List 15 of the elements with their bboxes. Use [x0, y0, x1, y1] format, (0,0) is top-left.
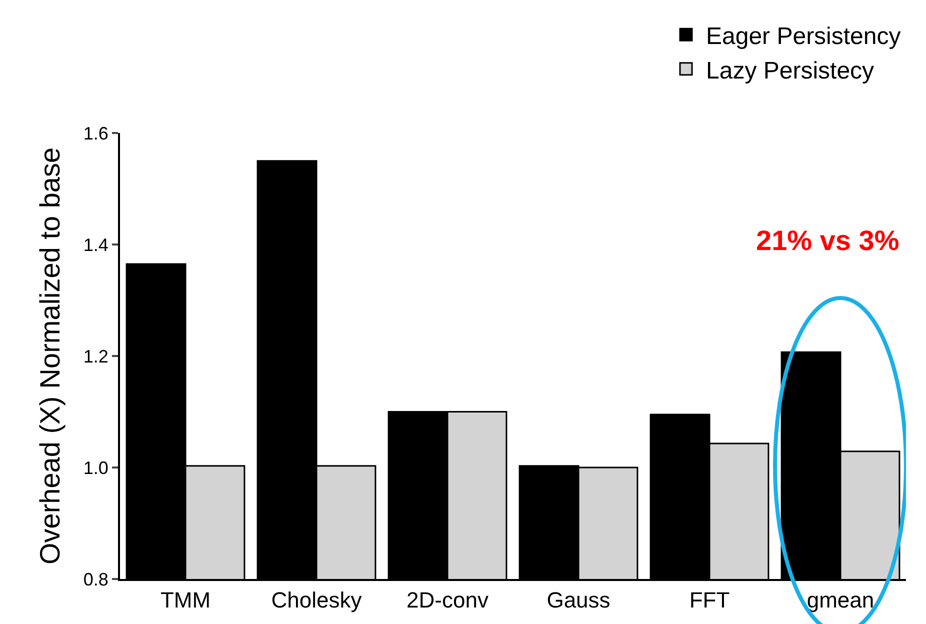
- legend-label: Eager Persistency: [706, 23, 901, 50]
- y-tick-label: 1.4: [83, 234, 108, 255]
- y-tick-label: 1.0: [83, 458, 108, 478]
- x-tick-label: 2D-conv: [406, 587, 488, 612]
- x-tick-label: gmean: [806, 587, 874, 612]
- y-tick-label: 1.6: [83, 123, 108, 144]
- legend-label: Lazy Persistecy: [706, 57, 874, 84]
- y-tick-label: 0.8: [83, 569, 108, 590]
- x-tick-label: Cholesky: [271, 587, 362, 612]
- x-tick-label: Gauss: [546, 587, 610, 612]
- annotation: 21% vs 3%: [756, 225, 900, 256]
- x-tick-label: TMM: [160, 587, 211, 612]
- x-tick-label: FFT: [689, 587, 730, 612]
- y-axis-title: Overhead (X) Normalized to base: [34, 147, 66, 565]
- y-tick-label: 1.2: [83, 346, 108, 366]
